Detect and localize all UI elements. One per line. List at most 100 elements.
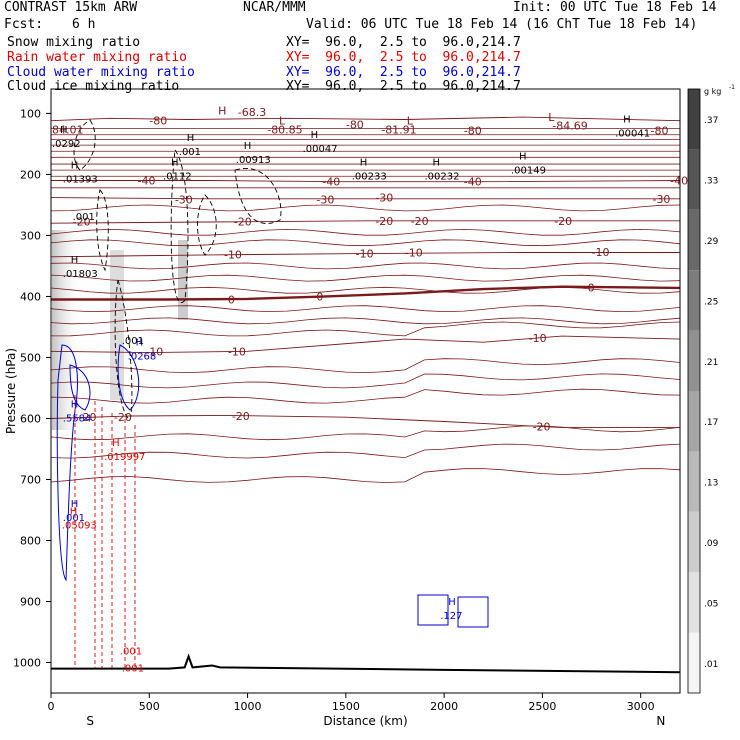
contour-label: 0 xyxy=(316,290,323,303)
y-tick-label: 1000 xyxy=(13,656,41,669)
isotherm-20 xyxy=(50,414,680,429)
extremum-marker: L xyxy=(407,115,414,128)
isotherm-10 xyxy=(50,335,681,354)
isotherm-neg30 xyxy=(50,197,680,200)
contour-label: -30 xyxy=(375,192,393,205)
colorbar-swatch xyxy=(688,391,700,452)
contour-label: 0 xyxy=(588,281,595,294)
colorbar-swatch xyxy=(688,511,700,573)
extremum-value: .5584 xyxy=(63,414,92,425)
header-fcst-label: Fcst: xyxy=(4,17,44,32)
header-init: Init: 00 UTC Tue 18 Feb 14 xyxy=(513,0,717,15)
x-tick-label: 3000 xyxy=(627,700,655,713)
field-xy-cloud-ice: XY= 96.0, 2.5 to 96.0,214.7 xyxy=(286,79,521,94)
extremum-marker: H xyxy=(71,499,79,510)
contour-label: -20 xyxy=(234,215,252,228)
field-xy-snow: XY= 96.0, 2.5 to 96.0,214.7 xyxy=(286,35,521,50)
extremum-value: .01803 xyxy=(63,269,98,280)
isotherm-line xyxy=(50,317,681,325)
colorbar-frame xyxy=(687,88,701,694)
extremum-marker: H xyxy=(311,130,319,141)
snow-shading-region xyxy=(178,240,188,320)
extremum-marker: L xyxy=(548,111,555,124)
colorbar-tick-label: .01 xyxy=(704,660,718,670)
contour-label: -10 xyxy=(405,247,423,260)
extremum-marker: H xyxy=(71,160,79,171)
extremum-marker: H xyxy=(71,255,79,266)
contour-label: 0 xyxy=(228,293,235,306)
y-tick-label: 700 xyxy=(20,473,41,486)
header-fcst-value: 6 h xyxy=(72,17,96,32)
x-end-label-north: N xyxy=(656,714,665,728)
cloud-water-contour xyxy=(457,596,489,628)
header-center: NCAR/MMM xyxy=(243,0,306,15)
contour-label: -30 xyxy=(652,193,670,206)
field-name-snow: Snow mixing ratio xyxy=(7,35,141,50)
extremum-marker: H xyxy=(70,506,78,517)
isotherm-neg80 xyxy=(50,116,681,122)
contour-label: 84.01 xyxy=(52,123,84,136)
contour-label: -20 xyxy=(73,215,91,228)
colorbar-swatch xyxy=(688,149,700,210)
cloud-water-contour xyxy=(56,344,78,582)
contour-label: -40 xyxy=(670,175,688,188)
contour-label: -80 xyxy=(651,124,669,137)
contour-label: -20 xyxy=(232,410,250,423)
isotherm-line xyxy=(50,468,681,483)
field-name-cloud-ice: Cloud ice mixing ratio xyxy=(7,79,180,94)
extremum-value: .001 xyxy=(179,147,201,158)
isotherm-line xyxy=(50,373,681,389)
contour-label: -81.91 xyxy=(381,123,416,136)
colorbar-unit-exp: -1 xyxy=(729,84,735,91)
cloud-ice-contour xyxy=(234,167,282,224)
contour-label: -68.3 xyxy=(238,106,266,119)
cloud-ice-contour xyxy=(197,194,217,256)
extremum-value: .00041 xyxy=(615,129,650,140)
extremum-value: .05093 xyxy=(62,520,97,531)
contour-label: -20 xyxy=(375,215,393,228)
y-axis-label: Pressure (hPa) xyxy=(4,348,18,434)
y-tick-label: 900 xyxy=(20,595,41,608)
snow-shading-region xyxy=(110,250,124,400)
extremum-marker: H xyxy=(623,115,631,126)
x-axis-label: Distance (km) xyxy=(323,714,407,728)
cloud-ice-contour xyxy=(170,148,189,303)
contour-label: -80 xyxy=(464,124,482,137)
isotherm-line xyxy=(50,239,681,247)
cloud-ice-contour xyxy=(73,119,96,171)
isotherm-line xyxy=(50,321,681,337)
extremum-marker: H xyxy=(112,438,120,449)
colorbar-unit: g kg xyxy=(704,87,721,96)
extremum-value: .00913 xyxy=(236,155,271,166)
y-tick-label: 300 xyxy=(20,229,41,242)
colorbar-swatch xyxy=(688,209,700,271)
cloud-ice-contour xyxy=(114,279,133,421)
extremum-marker: H xyxy=(448,597,456,608)
x-tick-label: 2500 xyxy=(528,700,556,713)
field-name-rain: Rain water mixing ratio xyxy=(7,50,188,65)
contour-label: -10 xyxy=(145,345,163,358)
colorbar-tick-label: .21 xyxy=(704,358,718,368)
isotherm-line xyxy=(50,204,681,212)
isotherm-neg20 xyxy=(50,220,680,224)
isotherm-line xyxy=(50,274,681,282)
cloud-water-contour xyxy=(69,364,91,411)
x-tick-label: 500 xyxy=(139,700,160,713)
isotherm-line xyxy=(50,358,681,374)
y-tick-label: 400 xyxy=(20,290,41,303)
y-tick-label: 800 xyxy=(20,534,41,547)
isotherm-line xyxy=(50,228,681,236)
extremum-marker: H xyxy=(171,157,179,168)
y-tick-label: 100 xyxy=(20,107,41,120)
colorbar-swatch xyxy=(688,89,700,150)
colorbar-swatch xyxy=(688,270,700,331)
isotherm-neg10 xyxy=(50,252,680,258)
field-xy-rain: XY= 96.0, 2.5 to 96.0,214.7 xyxy=(286,50,521,65)
colorbar-swatch xyxy=(688,572,700,633)
extremum-value: .00149 xyxy=(511,165,546,176)
plot-frame xyxy=(50,88,681,694)
isotherm-line xyxy=(50,286,681,294)
colorbar-tick-label: .33 xyxy=(704,177,718,187)
isotherm-neg40 xyxy=(51,180,681,183)
